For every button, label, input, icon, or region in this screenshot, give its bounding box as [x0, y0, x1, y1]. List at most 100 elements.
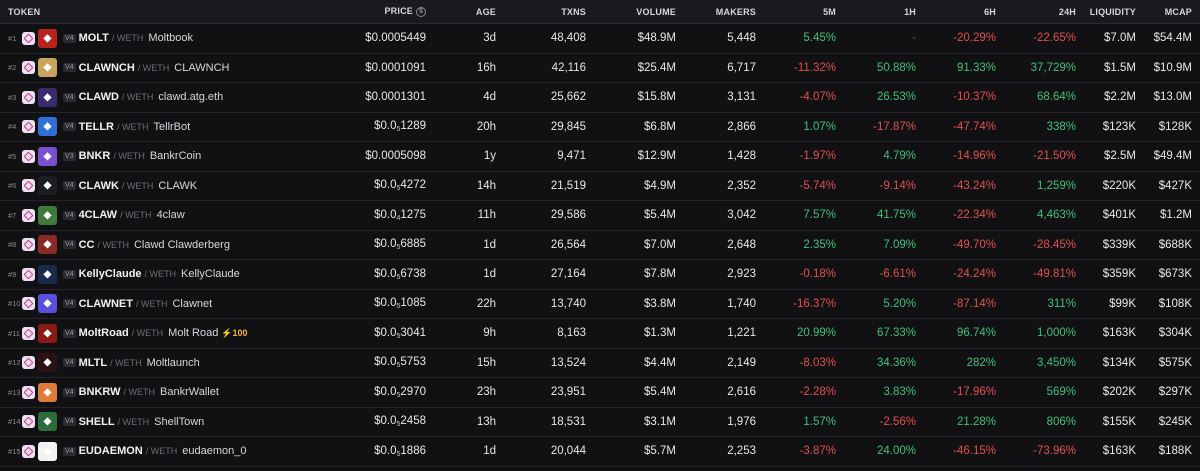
chain-icon — [22, 31, 35, 45]
change-1h-cell: 24.00% — [876, 445, 916, 458]
table-row[interactable]: #9 ◆ V4 KellyClaude / WETH KellyClaude $0.0567… — [0, 260, 1200, 290]
volume-cell: $4.4M — [644, 356, 676, 369]
token-cell[interactable]: #7 ◆ V4 4CLAW / WETH 4claw — [0, 205, 330, 225]
makers-cell: 2,616 — [727, 386, 756, 399]
token-name: clawd.atg.eth — [158, 91, 224, 104]
change-5m-cell: 7.57% — [803, 209, 836, 222]
age-cell: 14h — [476, 179, 496, 192]
col-liquidity-header[interactable]: LIQUIDITY — [1089, 6, 1136, 17]
col-volume-header[interactable]: VOLUME — [636, 6, 676, 17]
token-cell[interactable]: #10 ◆ V4 CLAWNET / WETH Clawnet — [0, 294, 330, 314]
change-1h-cell: 50.88% — [876, 61, 916, 74]
change-6h-cell: -46.15% — [953, 445, 996, 458]
token-cell[interactable]: #6 ◆ V4 CLAWK / WETH CLAWK — [0, 176, 330, 196]
price-cell: $0.051085 — [330, 297, 430, 310]
makers-cell: 1,976 — [727, 415, 756, 428]
change-6h-cell: -14.96% — [953, 150, 996, 163]
token-cell[interactable]: #9 ◆ V4 KellyClaude / WETH KellyClaude — [0, 264, 330, 284]
table-row[interactable]: #11 ◆ V4 MoltRoad / WETH Molt Road ⚡100 $0.0530… — [0, 319, 1200, 349]
table-row[interactable]: #1 ◆ V4 MOLT / WETH Moltbook $0.0005449 3d 48,40… — [0, 24, 1200, 54]
price-digits: 1275 — [400, 208, 426, 221]
col-makers-header[interactable]: MAKERS — [715, 6, 756, 17]
token-cell[interactable]: #14 ◆ V4 SHELL / WETH ShellTown — [0, 412, 330, 432]
makers-cell: 1,221 — [727, 327, 756, 340]
quote-symbol: / WETH — [121, 92, 154, 103]
liquidity-cell: $202K — [1102, 386, 1136, 399]
liquidity-cell: $123K — [1102, 120, 1136, 133]
col-6h-header[interactable]: 6H — [984, 6, 996, 17]
age-cell: 15h — [476, 356, 496, 369]
col-token-header[interactable]: TOKEN — [8, 6, 41, 17]
change-1h-cell: 3.83% — [883, 386, 916, 399]
quote-symbol: / WETH — [121, 180, 154, 191]
mcap-cell: $427K — [1158, 179, 1192, 192]
col-price-header[interactable]: PRICE $ — [330, 6, 430, 17]
price-prefix: $0.0005098 — [365, 150, 426, 163]
dollar-icon[interactable]: $ — [416, 6, 426, 17]
token-cell[interactable]: #13 ◆ V4 BNKRW / WETH BankrWallet — [0, 382, 330, 402]
age-cell: 13h — [476, 415, 496, 428]
col-24h-header[interactable]: 24H — [1058, 6, 1076, 17]
price-cell: $0.052458 — [330, 415, 430, 428]
col-txns-header[interactable]: TXNS — [561, 6, 586, 17]
volume-cell: $1.3M — [644, 327, 676, 340]
quote-symbol: / WETH — [145, 446, 178, 457]
table-row[interactable]: #14 ◆ V4 SHELL / WETH ShellTown $0.052458 13h 18… — [0, 408, 1200, 437]
table-row[interactable]: #13 ◆ V4 BNKRW / WETH BankrWallet $0.052970 23h… — [0, 378, 1200, 408]
token-logo-icon: ◆ — [38, 87, 57, 107]
price-digits: 6738 — [400, 267, 426, 280]
table-row[interactable]: #5 ◆ V3 BNKR / WETH BankrCoin $0.0005098 1y 9,47… — [0, 142, 1200, 172]
volume-cell: $3.1M — [644, 415, 676, 428]
col-1h-header[interactable]: 1H — [904, 6, 916, 17]
table-row[interactable]: #15 ◆ V4 EUDAEMON / WETH eudaemon_0 $0.051886 1… — [0, 437, 1200, 467]
token-cell[interactable]: #3 ◆ V4 CLAWD / WETH clawd.atg.eth — [0, 87, 330, 107]
token-cell[interactable]: #8 ◆ V4 CC / WETH Clawd Clawderberg — [0, 235, 330, 255]
token-name: TellrBot — [153, 120, 191, 133]
token-cell[interactable]: #4 ◆ V4 TELLR / WETH TellrBot — [0, 117, 330, 137]
table-row[interactable]: #8 ◆ V4 CC / WETH Clawd Clawderberg $0.056885 1… — [0, 231, 1200, 260]
makers-cell: 2,648 — [727, 238, 756, 251]
token-name: eudaemon_0 — [182, 445, 247, 458]
token-cell[interactable]: #2 ◆ V4 CLAWNCH / WETH CLAWNCH — [0, 58, 330, 78]
makers-cell: 2,866 — [727, 120, 756, 133]
col-mcap-header[interactable]: MCAP — [1164, 6, 1192, 17]
rank-label: #2 — [8, 63, 17, 73]
price-cell: $0.0001301 — [330, 91, 430, 103]
rank-label: #8 — [8, 240, 17, 250]
token-logo-icon: ◆ — [38, 146, 57, 166]
txns-cell: 20,044 — [550, 445, 586, 458]
table-row[interactable]: #2 ◆ V4 CLAWNCH / WETH CLAWNCH $0.0001091 16h 42… — [0, 54, 1200, 83]
token-symbol: SHELL — [78, 415, 115, 428]
table-row[interactable]: #10 ◆ V4 CLAWNET / WETH Clawnet $0.051085 22h 13… — [0, 290, 1200, 319]
token-cell[interactable]: #5 ◆ V3 BNKR / WETH BankrCoin — [0, 146, 330, 166]
token-cell[interactable]: #15 ◆ V4 EUDAEMON / WETH eudaemon_0 — [0, 441, 330, 461]
token-cell[interactable]: #11 ◆ V4 MoltRoad / WETH Molt Road ⚡100 — [0, 323, 330, 343]
token-logo-icon: ◆ — [38, 117, 57, 137]
age-cell: 16h — [476, 61, 496, 74]
table-row[interactable]: #4 ◆ V4 TELLR / WETH TellrBot $0.051289 20h 29,8… — [0, 113, 1200, 142]
change-24h-cell: 68.64% — [1036, 91, 1076, 104]
token-symbol: CLAWD — [78, 91, 119, 104]
col-age-header[interactable]: AGE — [475, 6, 496, 17]
table-row[interactable]: #3 ◆ V4 CLAWD / WETH clawd.atg.eth $0.0001301 4… — [0, 83, 1200, 113]
change-24h-cell: 3,450% — [1036, 356, 1076, 369]
liquidity-cell: $339K — [1102, 238, 1136, 251]
liquidity-cell: $134K — [1102, 356, 1136, 369]
price-prefix: $0.0 — [374, 326, 397, 339]
price-zero-count: 5 — [396, 185, 401, 193]
token-cell[interactable]: #1 ◆ V4 MOLT / WETH Moltbook — [0, 28, 330, 48]
makers-cell: 1,428 — [727, 150, 756, 163]
chain-icon — [22, 120, 35, 134]
token-cell[interactable]: #12 ◆ V4 MLTL / WETH Moltlaunch — [0, 353, 330, 373]
volume-cell: $7.0M — [644, 238, 676, 251]
col-5m-header[interactable]: 5M — [823, 6, 836, 17]
change-1h-cell: 26.53% — [876, 91, 916, 104]
table-row[interactable]: #7 ◆ V4 4CLAW / WETH 4claw $0.041275 11h 29,586 $… — [0, 201, 1200, 231]
change-1h-cell: 4.79% — [883, 150, 916, 163]
chain-icon — [22, 267, 35, 281]
makers-cell: 3,131 — [727, 91, 756, 104]
change-5m-cell: -8.03% — [799, 356, 836, 369]
rank-label: #7 — [8, 210, 17, 220]
table-row[interactable]: #12 ◆ V4 MLTL / WETH Moltlaunch $0.055753 15h 13… — [0, 349, 1200, 378]
table-row[interactable]: #6 ◆ V4 CLAWK / WETH CLAWK $0.054272 14h 21,519 $… — [0, 172, 1200, 201]
